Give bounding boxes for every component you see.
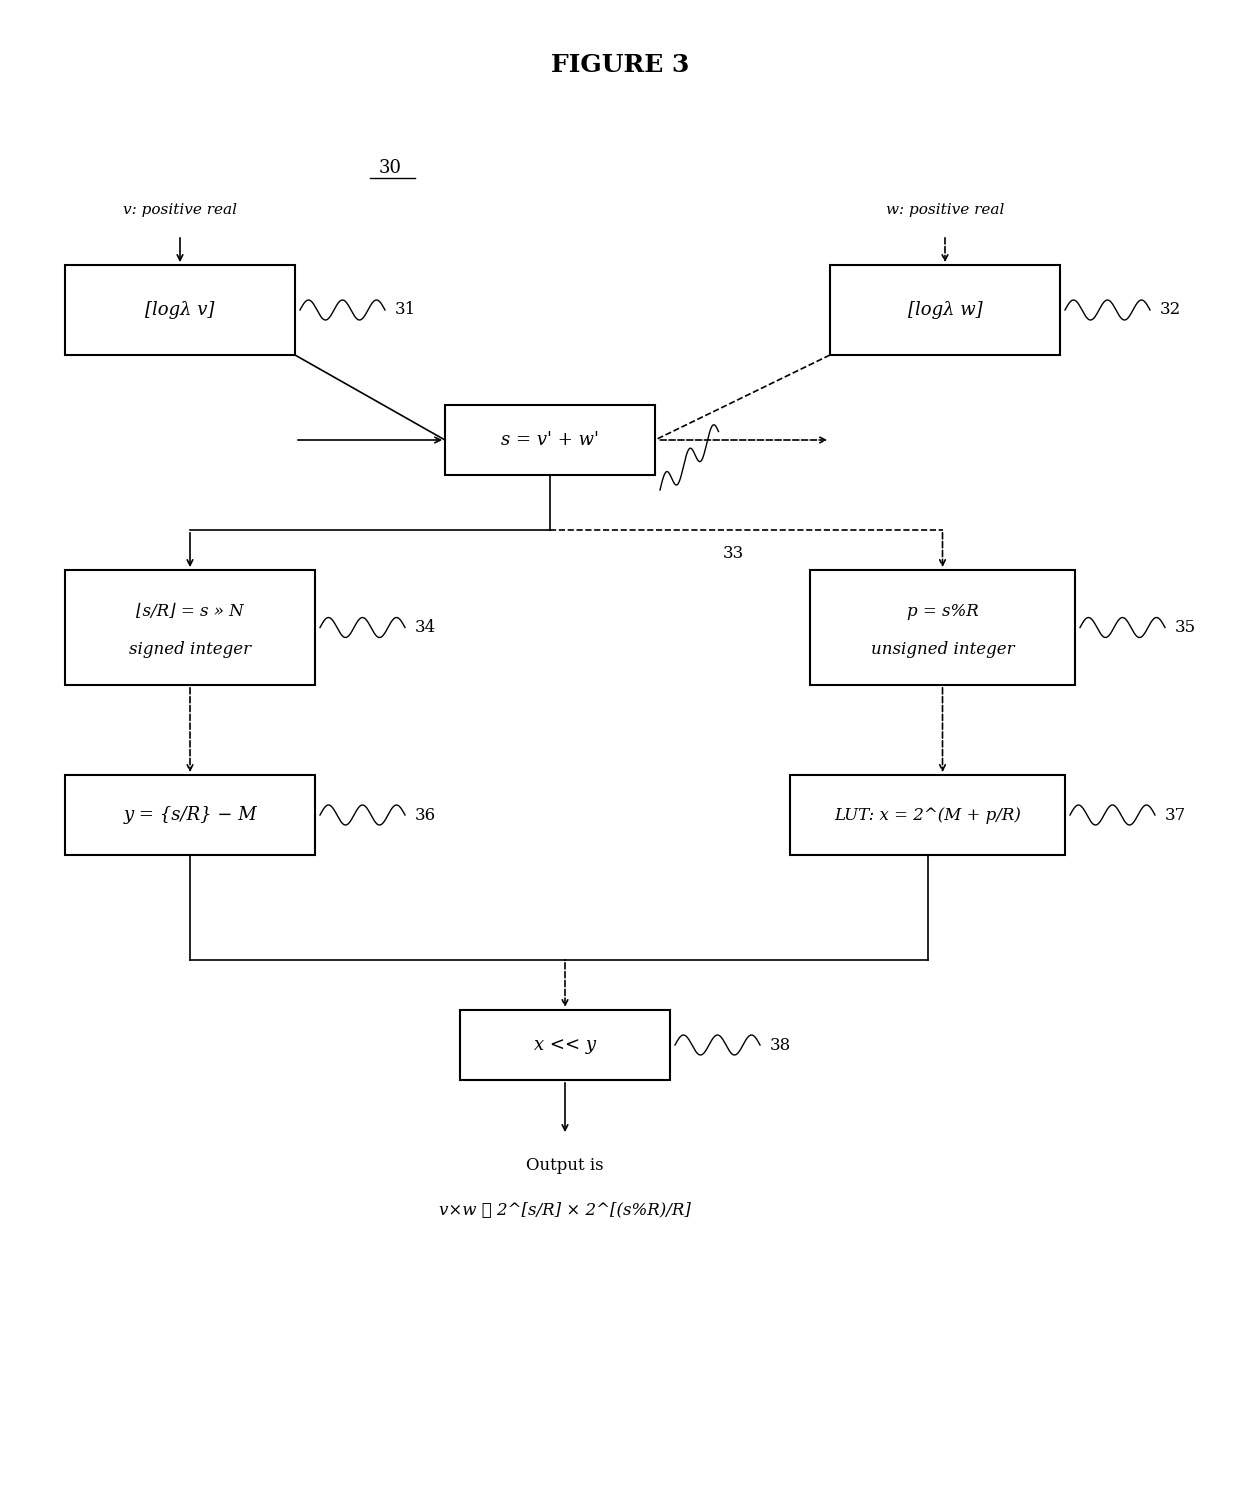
Text: s = v' + w': s = v' + w' bbox=[501, 431, 599, 449]
Text: 38: 38 bbox=[770, 1036, 791, 1054]
Text: 35: 35 bbox=[1176, 620, 1197, 636]
Text: 36: 36 bbox=[415, 806, 436, 824]
Text: v: positive real: v: positive real bbox=[123, 203, 237, 216]
Text: 33: 33 bbox=[723, 545, 744, 561]
Text: unsigned integer: unsigned integer bbox=[870, 642, 1014, 658]
Text: p = s%R: p = s%R bbox=[906, 603, 978, 621]
Text: [logλ w]: [logλ w] bbox=[908, 302, 982, 320]
Text: y = {s/R} − M: y = {s/R} − M bbox=[123, 806, 257, 824]
Bar bbox=[64, 570, 315, 685]
Text: 37: 37 bbox=[1166, 806, 1187, 824]
Text: FIGURE 3: FIGURE 3 bbox=[551, 52, 689, 78]
Bar bbox=[810, 570, 1075, 685]
Bar bbox=[64, 775, 315, 855]
Text: x << y: x << y bbox=[534, 1036, 596, 1054]
Text: w: positive real: w: positive real bbox=[885, 203, 1004, 216]
Text: ⌊s/R⌋ = s » N: ⌊s/R⌋ = s » N bbox=[136, 603, 244, 621]
Text: 30: 30 bbox=[378, 158, 402, 178]
Text: LUT: x = 2^(M + p/R): LUT: x = 2^(M + p/R) bbox=[835, 806, 1021, 824]
Bar bbox=[830, 264, 1060, 355]
Bar bbox=[445, 405, 655, 475]
Text: signed integer: signed integer bbox=[129, 642, 250, 658]
Text: v×w ≅ 2^[s/R] × 2^[(s%R)/R]: v×w ≅ 2^[s/R] × 2^[(s%R)/R] bbox=[439, 1202, 691, 1218]
Text: [logλ v]: [logλ v] bbox=[145, 302, 215, 320]
Bar bbox=[460, 1009, 670, 1079]
Text: Output is: Output is bbox=[526, 1157, 604, 1173]
Text: 32: 32 bbox=[1159, 302, 1182, 318]
Bar bbox=[790, 775, 1065, 855]
Text: 31: 31 bbox=[396, 302, 417, 318]
Bar bbox=[64, 264, 295, 355]
Text: 34: 34 bbox=[415, 620, 436, 636]
